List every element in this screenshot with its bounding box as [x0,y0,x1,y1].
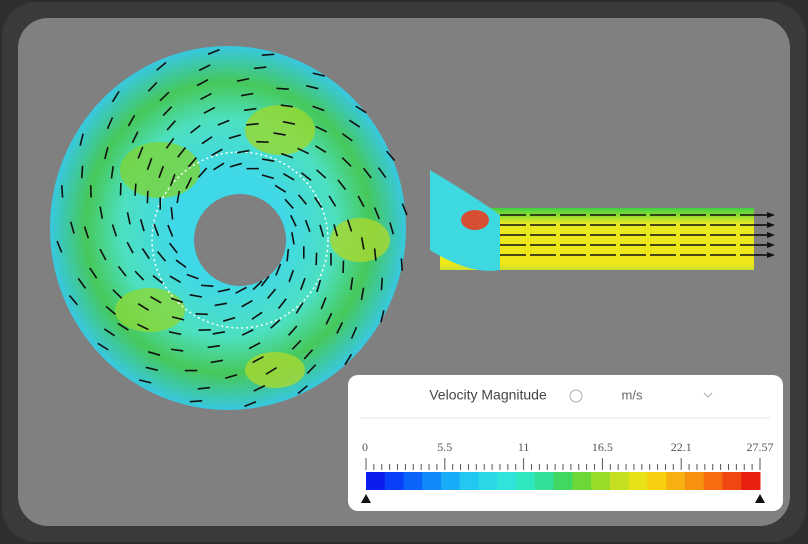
flow-arrow [381,278,382,290]
patch [120,142,200,198]
color-swatch [366,472,385,490]
legend-title: Velocity Magnitude [429,387,547,403]
patch [245,352,305,388]
hub [194,194,286,286]
color-swatch [404,472,423,490]
tick-label: 27.57 [747,440,774,454]
patch [245,105,315,155]
color-swatch [385,472,404,490]
color-swatch [422,472,441,490]
color-swatch [497,472,516,490]
flow-arrow [190,401,202,402]
color-swatch [647,472,666,490]
color-swatch [610,472,629,490]
color-swatch [704,472,723,490]
color-swatch [535,472,554,490]
color-swatch [516,472,535,490]
unit-dropdown[interactable] [598,384,722,408]
tick-label: 0 [362,440,368,454]
flow-arrow [401,258,402,270]
tick-label: 5.5 [437,440,452,454]
flow-arrow [262,54,274,55]
color-swatch [741,472,760,490]
color-swatch [441,472,460,490]
color-swatch [554,472,573,490]
color-swatch [460,472,479,490]
color-swatch [479,472,498,490]
flow-arrow [135,184,136,196]
viewer: Velocity Magnitude m/s 0 5.5 11 16.5 22.1 27.… [0,0,808,544]
patch [461,210,489,230]
color-swatch [685,472,704,490]
flow-arrow [201,285,213,286]
legend: Velocity Magnitude m/s 0 5.5 11 16.5 22.1 27.… [348,375,783,511]
color-swatch [629,472,648,490]
page: Velocity Magnitude m/s 0 5.5 11 16.5 22.1 27.… [0,0,808,544]
flow-arrow [62,185,63,197]
flow-arrow [276,88,288,89]
tick-label: 22.1 [671,440,692,454]
color-swatch [722,472,741,490]
tick-label: 11 [518,440,530,454]
color-swatch [591,472,610,490]
tick-label: 16.5 [592,440,613,454]
flow-arrow [82,166,83,178]
color-swatch [572,472,591,490]
unit-label: m/s [622,387,643,402]
color-swatch [666,472,685,490]
patch [330,218,390,262]
patch [115,288,185,332]
